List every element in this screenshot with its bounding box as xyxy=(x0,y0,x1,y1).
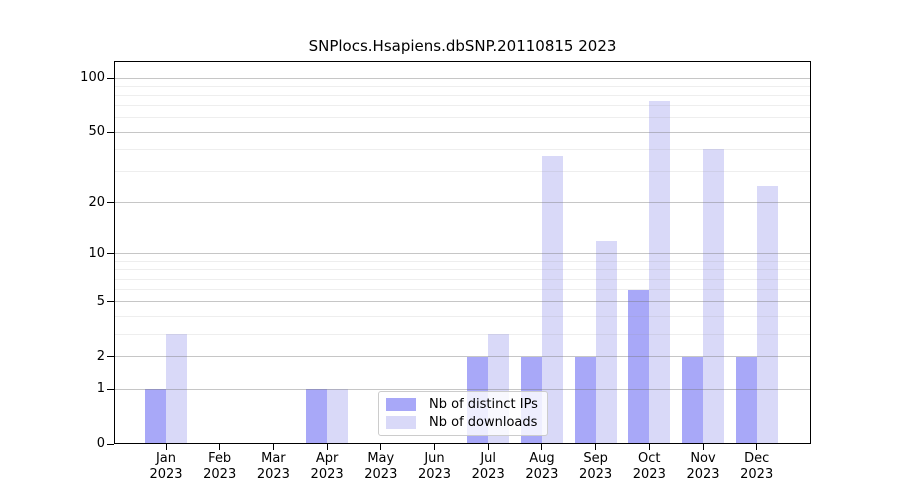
legend-item-nb-of-downloads: Nb of downloads xyxy=(386,415,538,430)
y-tick-mark xyxy=(107,356,114,358)
x-label-month: Oct xyxy=(638,451,661,466)
x-label-month: Nov xyxy=(690,451,716,466)
x-label-month: Jan xyxy=(155,451,177,466)
x-label-year: 2023 xyxy=(364,467,398,482)
x-tick-label-mar: Mar 2023 xyxy=(241,451,305,483)
gridline-minor-70 xyxy=(114,105,811,107)
legend-item-nb-of-distinct-ips: Nb of distinct IPs xyxy=(386,397,538,412)
legend-swatch-nb-of-downloads xyxy=(386,416,416,429)
x-label-year: 2023 xyxy=(632,467,666,482)
gridline-minor-60 xyxy=(114,117,811,119)
x-tick-mark xyxy=(219,444,221,450)
y-tick-mark xyxy=(107,443,114,445)
y-tick-mark xyxy=(107,202,114,204)
bar-nb-of-downloads-nov xyxy=(703,149,724,444)
gridline-minor-80 xyxy=(114,95,811,96)
bar-nb-of-distinct-ips-oct xyxy=(628,289,650,444)
y-tick-label-100: 100 xyxy=(80,70,105,85)
x-label-month: Feb xyxy=(208,451,232,466)
y-tick-label-5: 5 xyxy=(96,293,105,309)
legend-label: Nb of downloads xyxy=(429,415,538,430)
bar-nb-of-downloads-oct xyxy=(649,100,671,444)
x-label-year: 2023 xyxy=(310,467,344,482)
x-tick-mark xyxy=(380,444,382,450)
x-label-year: 2023 xyxy=(256,467,290,482)
bar-nb-of-downloads-apr xyxy=(327,389,349,444)
x-tick-mark xyxy=(165,444,167,450)
plot-area xyxy=(114,61,811,444)
x-label-month: Sep xyxy=(583,451,608,466)
gridline-minor-90 xyxy=(114,85,811,87)
x-label-month: May xyxy=(367,451,395,466)
y-tick-mark xyxy=(107,301,114,303)
y-tick-mark xyxy=(107,253,114,255)
x-label-year: 2023 xyxy=(471,467,505,482)
y-tick-mark xyxy=(107,388,114,390)
bar-nb-of-downloads-aug xyxy=(541,155,563,444)
x-tick-label-dec: Dec 2023 xyxy=(725,451,789,483)
gridline-major-50 xyxy=(114,131,811,133)
chart-title: SNPlocs.Hsapiens.dbSNP.20110815 2023 xyxy=(308,37,617,55)
bar-nb-of-distinct-ips-nov xyxy=(682,356,703,444)
legend-swatch-nb-of-distinct-ips xyxy=(386,398,416,411)
x-tick-label-may: May 2023 xyxy=(349,451,413,483)
x-tick-mark xyxy=(702,444,704,450)
x-tick-label-sep: Sep 2023 xyxy=(564,451,628,483)
x-tick-label-nov: Nov 2023 xyxy=(671,451,735,483)
x-tick-label-feb: Feb 2023 xyxy=(188,451,252,483)
x-tick-mark xyxy=(326,444,328,450)
y-tick-label-50: 50 xyxy=(88,124,105,140)
x-label-year: 2023 xyxy=(686,467,720,482)
x-tick-mark xyxy=(595,444,597,450)
bar-nb-of-distinct-ips-apr xyxy=(306,389,328,444)
x-tick-label-apr: Apr 2023 xyxy=(295,451,359,483)
legend: Nb of distinct IPs Nb of downloads xyxy=(378,391,548,436)
y-tick-label-0: 0 xyxy=(96,436,105,451)
x-tick-mark xyxy=(756,444,758,450)
y-tick-mark xyxy=(107,77,114,79)
bar-nb-of-downloads-sep xyxy=(595,240,617,444)
x-label-month: Apr xyxy=(315,451,339,466)
x-tick-label-jul: Jul 2023 xyxy=(456,451,520,483)
x-tick-mark xyxy=(648,444,650,450)
x-tick-mark xyxy=(541,444,543,450)
y-tick-label-20: 20 xyxy=(88,194,105,210)
x-label-month: Mar xyxy=(261,451,286,466)
x-tick-mark xyxy=(434,444,435,450)
y-tick-label-2: 2 xyxy=(96,348,105,364)
y-tick-mark xyxy=(107,131,114,133)
legend-label: Nb of distinct IPs xyxy=(429,397,538,412)
x-tick-label-oct: Oct 2023 xyxy=(617,451,681,483)
x-label-month: Dec xyxy=(744,451,770,466)
bar-nb-of-downloads-dec xyxy=(756,185,778,444)
x-tick-label-jun: Jun 2023 xyxy=(403,451,467,483)
y-tick-label-1: 1 xyxy=(96,381,105,397)
bar-nb-of-downloads-jan xyxy=(166,334,187,444)
x-label-month: Aug xyxy=(529,451,555,466)
x-tick-mark xyxy=(487,444,489,450)
x-label-month: Jun xyxy=(424,451,445,466)
x-label-year: 2023 xyxy=(149,467,183,482)
y-tick-label-10: 10 xyxy=(88,245,105,261)
x-label-year: 2023 xyxy=(740,467,774,482)
gridline-major-100 xyxy=(114,77,811,79)
x-label-year: 2023 xyxy=(203,467,237,482)
bar-nb-of-distinct-ips-dec xyxy=(735,356,757,444)
x-tick-label-jan: Jan 2023 xyxy=(134,451,198,483)
x-tick-label-aug: Aug 2023 xyxy=(510,451,574,483)
bar-nb-of-distinct-ips-jan xyxy=(145,389,166,444)
x-label-year: 2023 xyxy=(525,467,559,482)
x-label-year: 2023 xyxy=(579,467,613,482)
x-label-year: 2023 xyxy=(417,467,452,482)
x-label-month: Jul xyxy=(480,451,497,466)
x-tick-mark xyxy=(272,444,274,450)
bar-nb-of-distinct-ips-sep xyxy=(574,356,596,444)
